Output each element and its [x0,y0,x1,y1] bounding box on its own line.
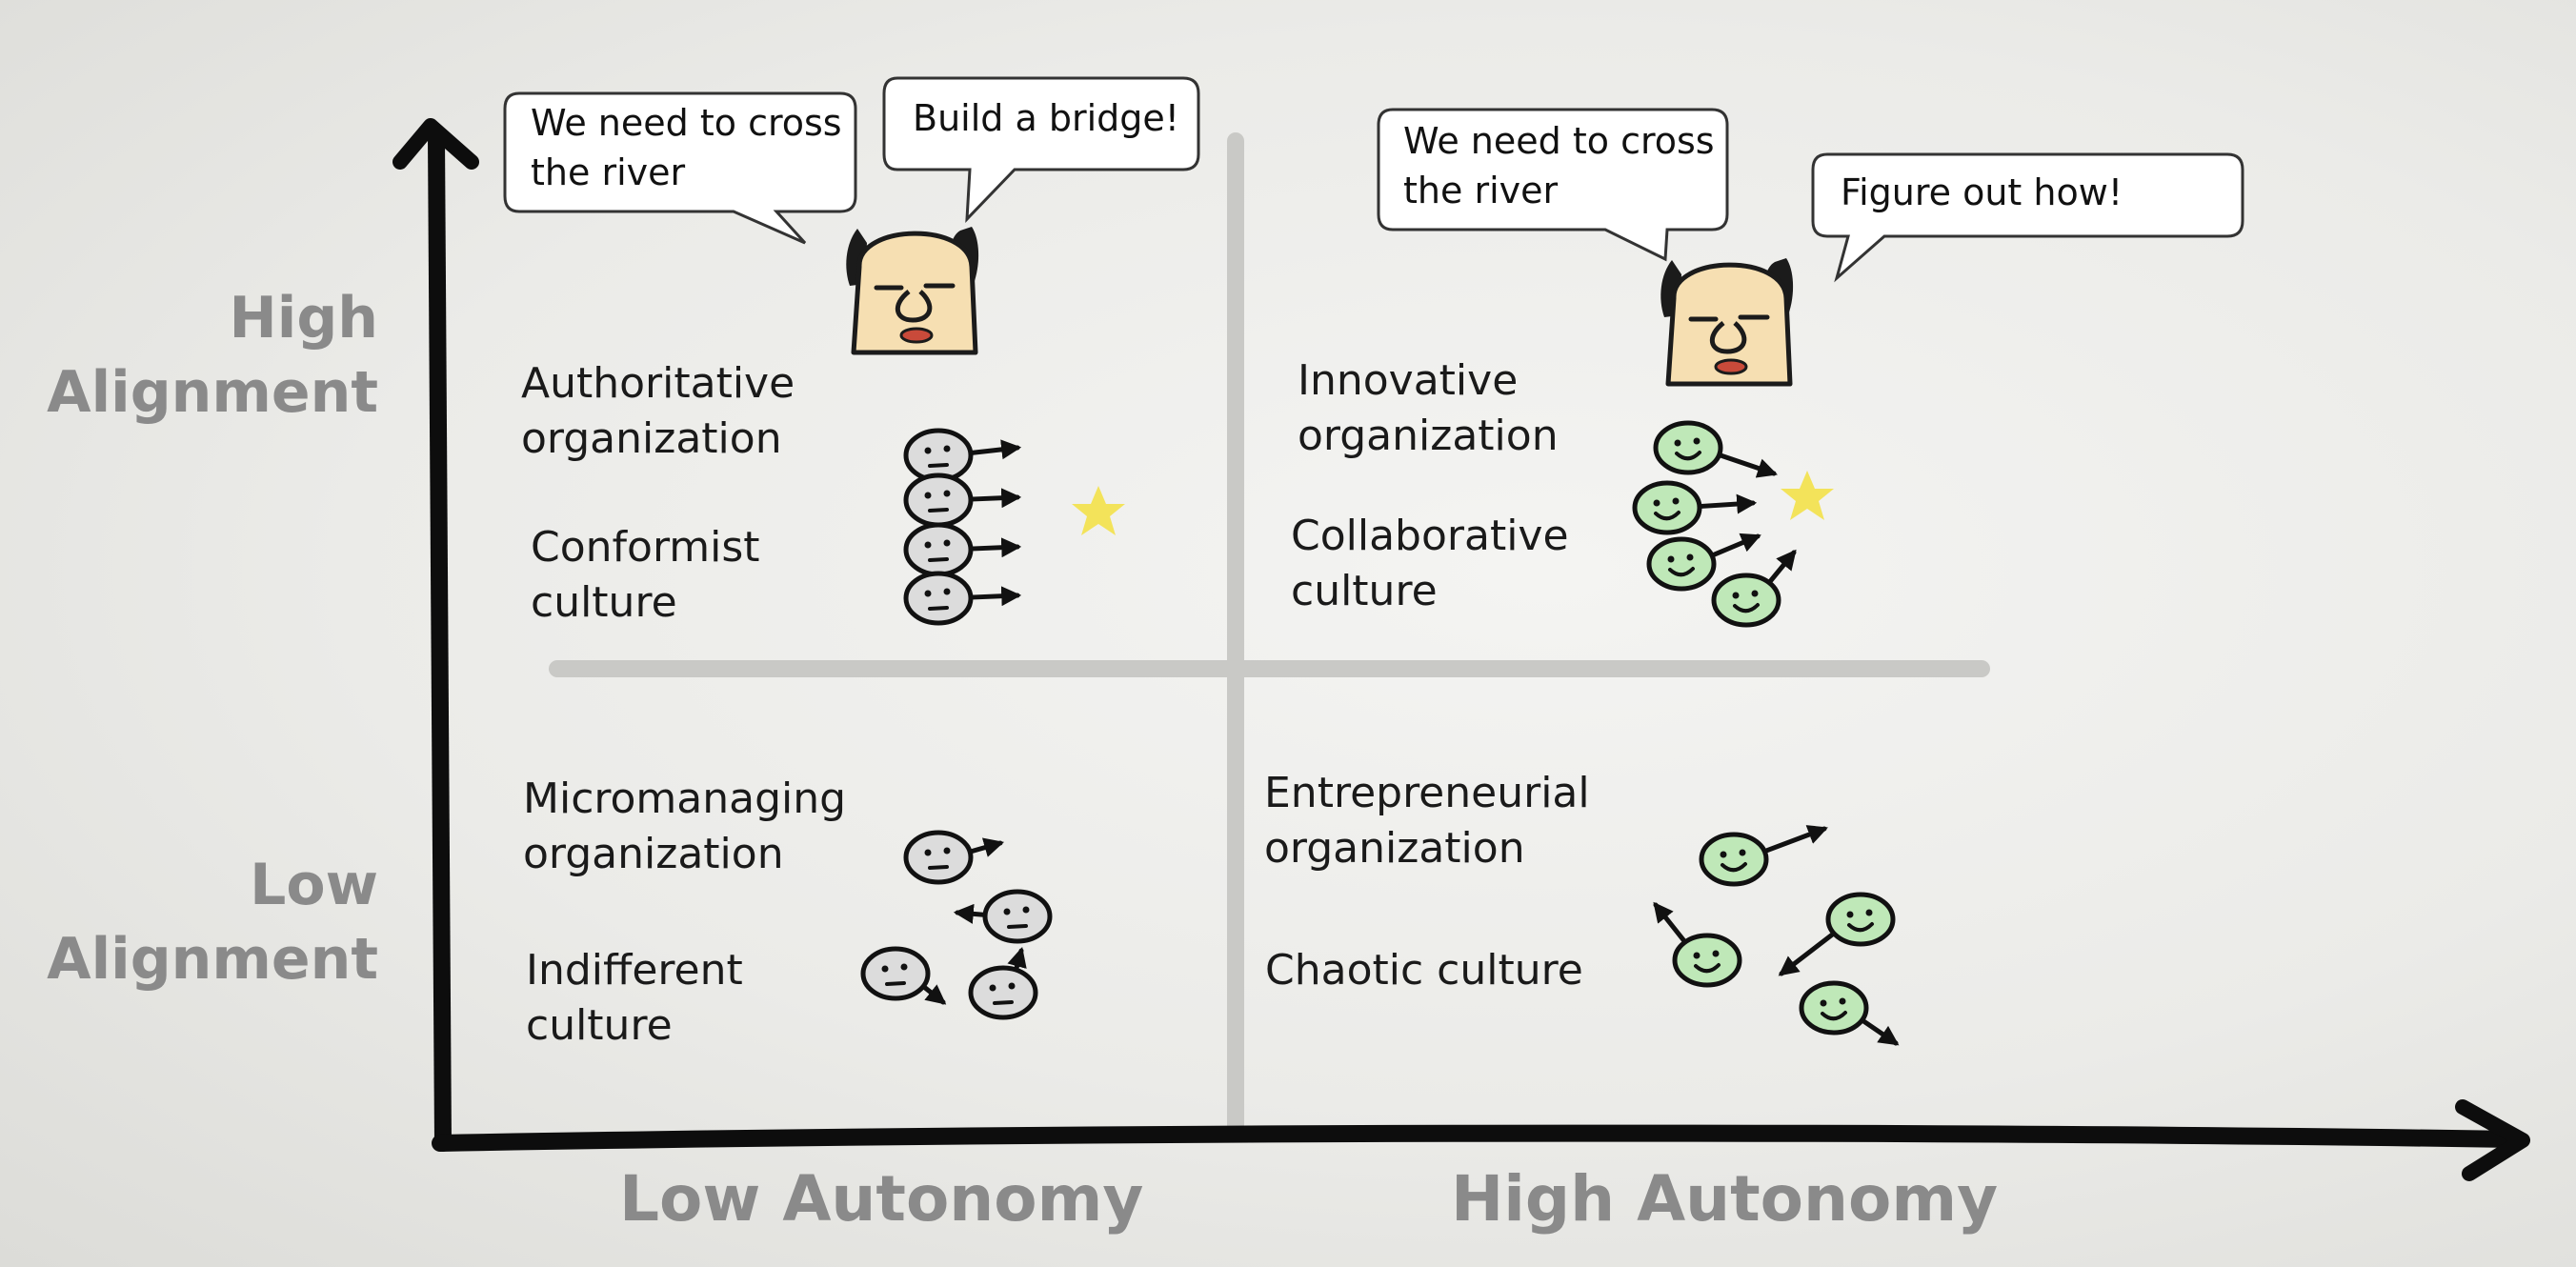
gray-face-icon [903,830,1005,885]
gray-face-icon [860,946,947,1005]
people-group [860,420,1900,1046]
arrow-icon [1778,931,1837,976]
green-face-icon [1799,980,1900,1046]
green-face-icon [1646,533,1761,592]
authoritative-organization-label: Authoritative organization [521,359,795,463]
chaotic-culture-label: Chaotic culture [1265,946,1583,995]
x-axis-high-label: High Autonomy [1451,1162,1999,1236]
arrow-icon [953,903,988,924]
right-goal-bubble-text: We need to cross the river [1403,120,1715,211]
green-face-icon [1632,480,1758,535]
gray-face-icon [968,946,1038,1020]
star-icon [1072,486,1125,535]
arrow-icon [1761,825,1828,855]
conformist-culture-label: Conformist culture [531,523,760,627]
entrepreneurial-organization-label: Entrepreneurial organization [1264,769,1590,873]
arrow-icon [1766,549,1797,586]
arrow-icon [1717,452,1778,478]
arrow-icon [1709,533,1761,558]
gray-face-icon [903,571,1022,626]
innovative-organization-label: Innovative organization [1298,356,1559,460]
arrow-icon [1007,946,1027,973]
y-axis [392,118,479,1152]
right-command-bubble-text: Figure out how! [1841,171,2123,213]
green-face-icon [1711,549,1797,628]
arrow-icon [920,983,947,1005]
speech-bubble-right-command [1811,152,2244,283]
star-icon [1781,471,1834,520]
boss-icon [846,227,979,355]
speech-bubble-right-goal [1377,108,1729,262]
collaborative-culture-label: Collaborative culture [1291,512,1569,615]
y-axis-low-label: Low Alignment [47,852,378,993]
green-face-icon [1653,901,1742,988]
gray-face-icon [953,889,1053,944]
arrow-icon [1860,1017,1900,1046]
gray-face-icon [903,428,1022,483]
gray-face-icon [903,522,1022,577]
x-axis-low-label: Low Autonomy [619,1162,1144,1236]
green-face-icon [1778,892,1896,976]
left-command-bubble-text: Build a bridge! [913,97,1179,139]
indifferent-culture-label: Indifferent culture [526,946,743,1050]
green-face-icon [1653,420,1778,478]
y-axis-high-label: High Alignment [47,285,378,426]
speech-bubble-left-command [882,76,1200,223]
green-face-icon [1699,825,1828,887]
speech-bubble-left-goal [503,91,857,245]
arrow-icon [968,586,1022,607]
left-goal-bubble-text: We need to cross the river [531,102,842,193]
boss-icon [1660,258,1794,387]
arrow-icon [967,837,1005,857]
arrow-icon [968,537,1022,558]
x-axis [432,1099,2530,1181]
micromanaging-organization-label: Micromanaging organization [523,774,847,878]
arrow-icon [968,439,1022,460]
arrow-icon [1697,493,1758,514]
gray-face-icon [903,473,1022,528]
arrow-icon [1653,901,1688,945]
arrow-icon [968,488,1022,509]
